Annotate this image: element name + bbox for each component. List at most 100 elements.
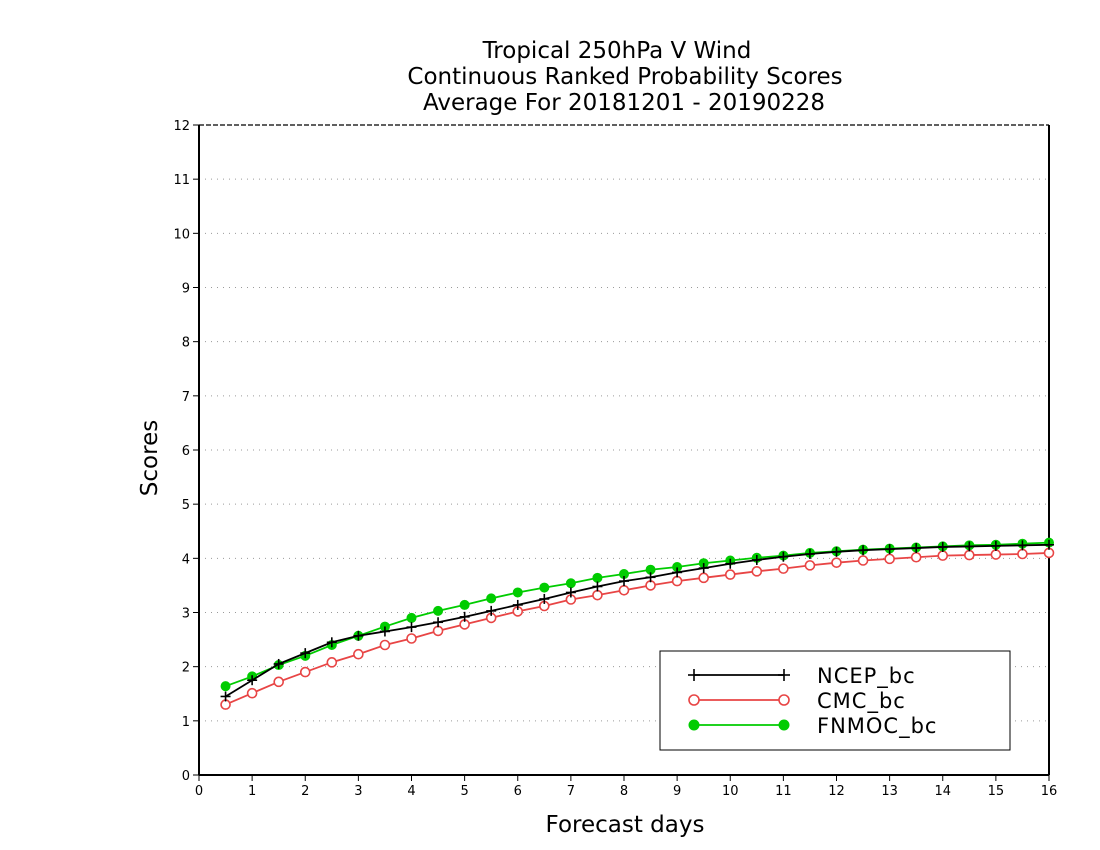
data-point-fnmoc-bc [512, 587, 523, 598]
data-point-ncep-bc [539, 593, 550, 604]
legend-item-cmc-bc: CMC_bc [688, 689, 906, 714]
legend-marker [688, 719, 700, 731]
data-point-fnmoc-bc [592, 572, 603, 583]
data-point-fnmoc-bc [220, 681, 231, 692]
x-tick-label: 12 [828, 784, 845, 799]
data-point-ncep-bc [433, 617, 444, 628]
data-point-cmc-bc [326, 657, 338, 668]
data-point-cmc-bc [273, 676, 284, 688]
data-point-ncep-bc [804, 549, 815, 559]
x-tick-label: 5 [460, 784, 468, 799]
x-tick-label: 9 [673, 784, 681, 799]
data-point-cmc-bc [804, 560, 816, 571]
data-point-ncep-bc [247, 675, 258, 686]
x-tick-label: 4 [407, 784, 415, 799]
y-tick-label: 12 [173, 119, 190, 134]
x-tick-label: 1 [248, 784, 256, 799]
grid [199, 178, 1049, 722]
data-point-cmc-bc [910, 551, 922, 563]
y-tick-label: 10 [173, 227, 190, 242]
x-tick-label: 3 [354, 784, 362, 799]
y-tick-label: 6 [182, 444, 190, 459]
y-tick-label: 3 [182, 607, 190, 622]
data-point-cmc-bc [857, 555, 869, 566]
data-point-ncep-bc [1017, 540, 1028, 551]
title-line-3: Average For 20181201 - 20190228 [423, 90, 825, 116]
data-point-cmc-bc [353, 648, 364, 660]
x-tick-label: 11 [775, 784, 792, 799]
data-point-ncep-bc [379, 626, 390, 637]
series-layer [220, 537, 1055, 710]
data-point-cmc-bc [724, 569, 736, 580]
x-tick-label: 16 [1041, 784, 1058, 799]
data-point-ncep-bc [751, 554, 762, 565]
data-point-ncep-bc [672, 567, 683, 578]
legend-marker [688, 694, 700, 706]
data-point-ncep-bc [698, 563, 709, 574]
data-point-ncep-bc [406, 622, 417, 633]
data-point-cmc-bc [698, 572, 709, 584]
data-point-fnmoc-bc [433, 605, 444, 616]
legend-marker [688, 669, 700, 681]
data-point-ncep-bc [619, 576, 629, 587]
legend-label: NCEP_bc [817, 664, 916, 689]
data-point-ncep-bc [300, 648, 311, 659]
data-point-cmc-bc [592, 589, 603, 601]
data-point-cmc-bc [964, 549, 975, 561]
chart-title: Tropical 250hPa V Wind Continuous Ranked… [407, 38, 842, 116]
y-tick-label: 8 [182, 336, 190, 351]
data-point-ncep-bc [884, 544, 895, 555]
legend-marker [778, 719, 790, 731]
data-point-ncep-bc [592, 581, 603, 592]
data-point-cmc-bc [618, 584, 630, 596]
data-point-fnmoc-bc [406, 612, 417, 623]
x-axis-label: Forecast days [546, 812, 705, 838]
y-tick-label: 5 [182, 498, 190, 513]
legend-item-fnmoc-bc: FNMOC_bc [688, 714, 937, 739]
data-point-cmc-bc [751, 566, 763, 577]
legend-marker [778, 694, 790, 706]
y-tick-label: 4 [182, 552, 190, 567]
series-ncep-bc [220, 539, 1054, 702]
x-tick-label: 8 [620, 784, 628, 799]
x-tick-label: 14 [934, 784, 951, 799]
x-tick-label: 2 [301, 784, 309, 799]
data-point-cmc-bc [831, 557, 842, 568]
title-line-1: Tropical 250hPa V Wind [482, 38, 752, 64]
data-point-cmc-bc [990, 549, 1002, 560]
data-point-ncep-bc [645, 572, 656, 583]
data-point-ncep-bc [273, 658, 284, 669]
data-point-ncep-bc [220, 691, 231, 702]
data-point-ncep-bc [725, 558, 736, 569]
y-tick-label: 11 [173, 173, 190, 188]
data-point-ncep-bc [565, 587, 576, 598]
data-point-ncep-bc [486, 605, 497, 616]
title-line-2: Continuous Ranked Probability Scores [407, 64, 842, 90]
data-point-cmc-bc [884, 553, 895, 565]
data-point-ncep-bc [911, 543, 922, 554]
data-point-cmc-bc [778, 563, 789, 574]
data-point-cmc-bc [246, 687, 258, 699]
x-tick-label: 10 [722, 784, 739, 799]
data-point-ncep-bc [937, 541, 948, 552]
data-point-cmc-bc [406, 633, 417, 644]
data-point-fnmoc-bc [565, 578, 576, 589]
data-point-cmc-bc [937, 550, 949, 561]
legend-label: CMC_bc [817, 689, 906, 714]
data-point-ncep-bc [353, 630, 364, 641]
data-point-cmc-bc [379, 639, 391, 651]
y-tick-label: 9 [182, 282, 190, 297]
y-tick-label: 0 [182, 769, 190, 784]
data-point-ncep-bc [1044, 539, 1054, 550]
x-tick-label: 7 [567, 784, 575, 799]
data-point-fnmoc-bc [486, 593, 497, 604]
data-point-cmc-bc [432, 625, 444, 637]
data-point-cmc-bc [299, 666, 311, 678]
y-axis-label: Scores [137, 420, 163, 496]
legend-label: FNMOC_bc [817, 714, 937, 739]
data-point-ncep-bc [831, 546, 842, 557]
legend-marker [778, 669, 790, 681]
